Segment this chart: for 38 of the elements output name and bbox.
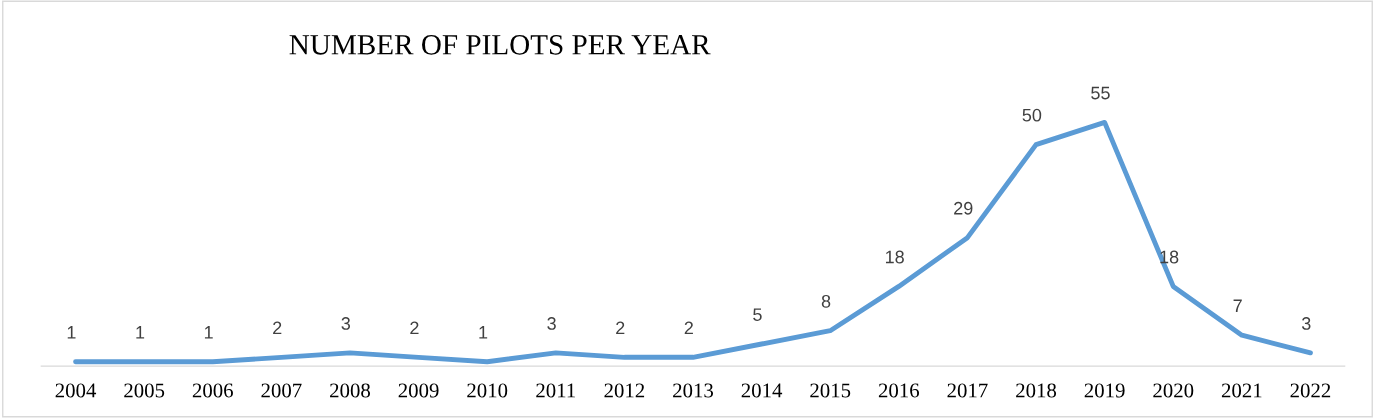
x-tick-label: 2014 — [741, 383, 783, 398]
x-tick-label: 2016 — [878, 383, 920, 398]
data-label: 7 — [1233, 299, 1242, 312]
x-tick-label: 2013 — [673, 383, 714, 398]
x-tick-label: 2017 — [947, 383, 988, 398]
data-label: 1 — [136, 326, 145, 339]
x-tick-label: 2018 — [1016, 383, 1057, 398]
data-label: 1 — [67, 326, 76, 339]
data-label: 1 — [204, 326, 213, 339]
x-tick-label: 2004 — [55, 383, 97, 398]
data-label: 5 — [753, 308, 762, 321]
data-label: 3 — [547, 317, 556, 330]
data-label: 8 — [821, 294, 831, 308]
data-label: 3 — [1301, 317, 1311, 330]
data-label: 18 — [885, 250, 904, 264]
data-label: 2 — [273, 321, 282, 335]
x-tick-label: 2006 — [192, 383, 233, 398]
x-tick-label: 2020 — [1153, 383, 1194, 398]
x-tick-label: 2010 — [467, 383, 508, 398]
data-label: 2 — [684, 321, 693, 335]
data-label: 1 — [479, 326, 488, 339]
data-label: 29 — [954, 201, 973, 215]
chart-title: NUMBER OF PILOTS PER YEAR — [289, 35, 711, 55]
x-tick-label: 2009 — [398, 383, 439, 398]
x-tick-label: 2021 — [1221, 383, 1262, 398]
data-label: 50 — [1022, 108, 1042, 122]
data-label: 3 — [341, 317, 351, 330]
data-label: 55 — [1091, 86, 1110, 100]
x-tick-label: 2007 — [261, 383, 302, 398]
x-tick-label: 2005 — [124, 383, 165, 398]
data-label: 2 — [410, 321, 419, 335]
x-tick-label: 2022 — [1290, 383, 1331, 398]
x-tick-label: 2008 — [330, 383, 371, 398]
x-tick-label: 2019 — [1084, 383, 1125, 398]
x-tick-label: 2012 — [604, 383, 645, 398]
x-tick-label: 2015 — [810, 383, 851, 398]
x-tick-label: 2011 — [536, 383, 575, 398]
data-label: 2 — [616, 321, 625, 335]
